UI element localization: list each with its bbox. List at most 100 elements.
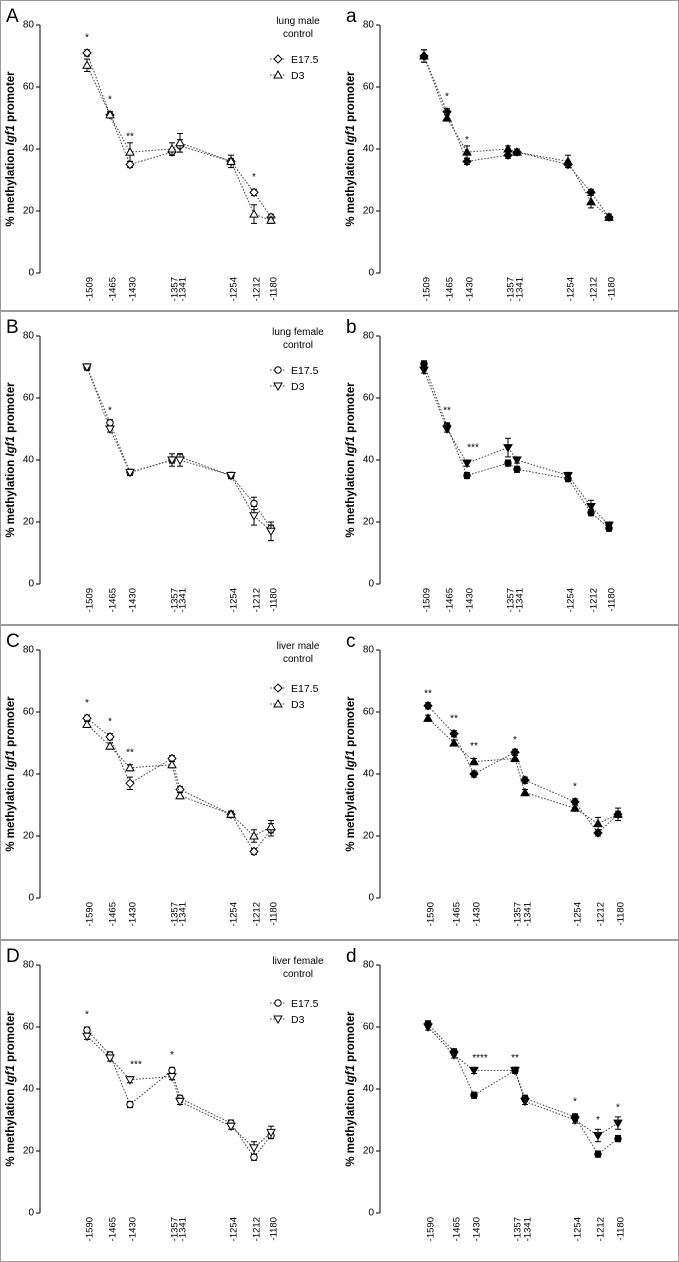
panel-row-border	[0, 311, 679, 625]
y-axis-label: % methylation Igf1 promoter	[345, 71, 357, 227]
panel-letter: B	[6, 317, 19, 338]
x-tick-label: -1341	[178, 588, 189, 612]
panel-letter: a	[346, 6, 357, 27]
x-tick-label: -1590	[426, 1217, 437, 1241]
significance-marker: *	[170, 1050, 174, 1061]
legend-marker	[273, 69, 283, 79]
data-point	[503, 150, 513, 160]
significance-marker: ***	[467, 443, 479, 454]
y-tick-label: 60	[23, 1022, 35, 1033]
x-tick-label: -1254	[566, 588, 577, 612]
significance-marker: ***	[130, 1059, 142, 1070]
y-tick-label: 20	[363, 517, 375, 528]
data-point	[504, 459, 512, 467]
series-E17.5	[419, 49, 614, 222]
significance-marker: *	[513, 735, 517, 746]
x-tick-label: -1357	[170, 1217, 181, 1241]
legend-title-line-2: control	[283, 340, 313, 351]
series-line	[423, 55, 610, 218]
x-tick-label: -1180	[269, 902, 280, 926]
x-tick-label: -1465	[108, 588, 119, 612]
data-point	[83, 1026, 91, 1034]
y-tick-label: 60	[23, 707, 35, 718]
x-tick-label: -1465	[445, 277, 456, 301]
data-point	[613, 809, 623, 818]
legend-title-line-1: liver male	[277, 641, 320, 652]
data-point	[175, 137, 185, 147]
legend-marker	[274, 366, 282, 374]
y-tick-label: 60	[363, 707, 375, 718]
legend-title-line-1: liver female	[272, 956, 324, 967]
data-point	[594, 1150, 602, 1158]
significance-marker: *	[108, 716, 112, 727]
data-point	[126, 1100, 134, 1109]
series-line	[423, 363, 610, 529]
legend-label: E17.5	[291, 365, 319, 377]
chart-panel-B: B 0 20 40 60 80 % methylation Igf1 promoter -15…	[5, 317, 324, 612]
y-tick-label: 20	[23, 517, 35, 528]
x-tick-label: -1590	[85, 902, 96, 926]
data-point	[266, 215, 276, 224]
data-point	[250, 499, 258, 508]
legend-title-line-2: control	[283, 654, 313, 665]
x-tick-label: -1509	[85, 277, 96, 301]
series-E17.5	[83, 363, 275, 532]
x-tick-label: -1254	[573, 902, 584, 926]
y-axis-label-gene: Igf1	[5, 750, 17, 770]
y-tick-label: 0	[28, 1208, 34, 1219]
data-point	[469, 756, 479, 766]
y-axis-label-prefix: % methylation	[5, 145, 17, 226]
y-axis-label-prefix: % methylation	[345, 456, 357, 537]
series-D3	[419, 366, 614, 531]
y-axis-label-prefix: % methylation	[345, 770, 357, 851]
data-point	[503, 444, 513, 453]
panel-letter: D	[6, 946, 20, 967]
y-tick-label: 80	[363, 331, 375, 342]
data-point	[249, 830, 259, 840]
data-point	[449, 1051, 459, 1060]
data-point	[125, 468, 135, 478]
x-tick-label: -1590	[85, 1217, 96, 1241]
significance-marker: **	[424, 689, 432, 700]
y-tick-label: 0	[28, 268, 34, 279]
x-tick-label: -1465	[108, 902, 119, 926]
y-tick-label: 40	[363, 455, 375, 466]
y-axis-label-gene: Igf1	[345, 436, 357, 456]
x-tick-label: -1212	[252, 902, 263, 926]
series-line	[86, 52, 272, 218]
y-tick-label: 0	[368, 893, 374, 904]
series-line	[86, 724, 272, 837]
data-point	[419, 366, 429, 376]
x-tick-label: -1254	[229, 1217, 240, 1241]
data-point	[586, 196, 596, 206]
series-E17.5	[82, 713, 276, 857]
y-tick-label: 40	[363, 1084, 375, 1095]
data-point	[570, 1116, 580, 1126]
y-axis-label-suffix: promoter	[345, 71, 357, 125]
y-tick-label: 20	[363, 1146, 375, 1157]
data-point	[613, 1119, 623, 1129]
legend-label: D3	[291, 70, 305, 82]
y-axis-label-suffix: promoter	[345, 1011, 357, 1065]
x-tick-label: -1357	[513, 1217, 524, 1241]
series-D3	[419, 49, 614, 221]
data-point	[469, 769, 479, 779]
x-tick-label: -1254	[229, 588, 240, 612]
data-point	[105, 109, 115, 119]
x-tick-label: -1341	[178, 902, 189, 926]
significance-marker: ****	[472, 1053, 488, 1064]
y-tick-label: 20	[23, 1146, 35, 1157]
data-point	[266, 527, 276, 537]
data-point	[463, 471, 471, 480]
x-tick-label: -1341	[178, 277, 189, 301]
data-point	[82, 1032, 92, 1042]
data-point	[125, 1076, 135, 1085]
data-point	[175, 1097, 185, 1107]
data-point	[249, 512, 259, 521]
y-tick-label: 80	[363, 645, 375, 656]
x-tick-label: -1212	[252, 1217, 263, 1241]
significance-marker: **	[126, 132, 134, 143]
data-point	[226, 472, 236, 481]
x-tick-label: -1180	[269, 1217, 280, 1241]
data-point	[604, 212, 614, 221]
